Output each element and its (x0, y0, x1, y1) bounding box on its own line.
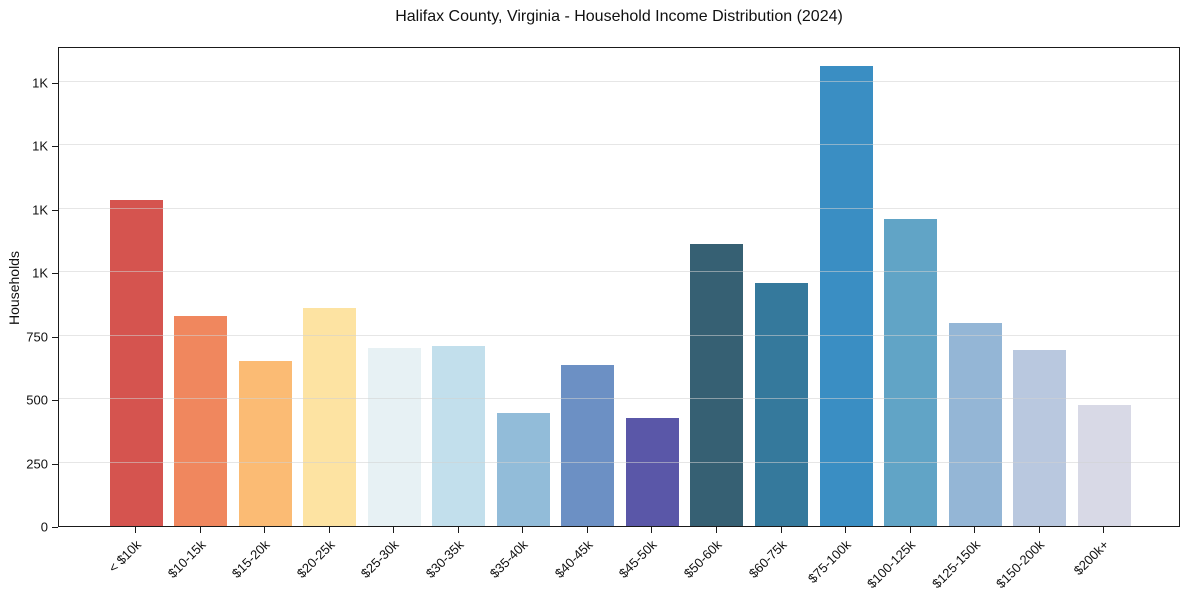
chart-title: Halifax County, Virginia - Household Inc… (395, 8, 843, 25)
bar-$20-25k (303, 307, 357, 526)
x-tick-mark (457, 527, 459, 533)
x-tick-label: $35-40k (487, 537, 531, 581)
x-tick-label: $150-200k (993, 537, 1048, 590)
y-tick-label: 1K (32, 202, 48, 218)
bar-$60-75k (755, 283, 808, 526)
bar-$10-15k (174, 316, 228, 526)
bar-$35-40k (496, 412, 550, 526)
y-axis-label: Households (6, 251, 22, 325)
x-tick-label: $10-15k (164, 537, 209, 581)
x-tick-label: $50-60k (680, 537, 725, 581)
x-tick-mark (974, 527, 976, 533)
x-tick-label: $100-125k (864, 537, 919, 590)
y-tick-mark (52, 527, 58, 528)
y-tick-label: 500 (26, 392, 48, 408)
y-tick-mark (52, 273, 58, 275)
x-tick-mark (651, 527, 653, 533)
y-tick-label: 1K (32, 138, 48, 154)
x-tick-label: $15-20k (228, 537, 273, 581)
bar-$125-150k (948, 322, 1002, 526)
x-tick-mark (135, 527, 136, 533)
x-tick-mark (393, 527, 395, 533)
y-tick-mark (52, 336, 58, 338)
x-tick-mark (522, 527, 524, 533)
gridline (59, 271, 1179, 273)
bar-$25-30k (367, 348, 421, 526)
bar-$100-125k (884, 218, 938, 526)
x-tick-mark (1103, 527, 1105, 533)
x-tick-mark (264, 527, 266, 533)
x-tick-mark (715, 527, 717, 533)
y-tick-mark (52, 146, 58, 148)
y-tick-label: 1K (32, 75, 48, 91)
bar-$75-100k (819, 66, 873, 526)
y-tick-label: 250 (26, 456, 48, 471)
y-tick-label: 0 (40, 519, 48, 535)
x-tick-mark (780, 527, 782, 533)
x-tick-label: $40-45k (551, 537, 596, 581)
bar-$50-60k (690, 244, 744, 526)
x-tick-mark (586, 527, 588, 533)
x-tick-mark (199, 527, 201, 533)
bar-$45-50k (625, 418, 679, 526)
x-tick-label: $75-100k (804, 537, 854, 586)
y-tick-mark (52, 82, 58, 84)
x-tick-label: $60-75k (745, 537, 790, 581)
gridline (59, 207, 1179, 209)
y-tick-label: 1K (32, 265, 48, 281)
gridline (59, 144, 1179, 146)
bar-$150-200k (1013, 349, 1067, 526)
y-tick-mark (52, 400, 58, 402)
bar-$15-20k (238, 360, 292, 526)
x-tick-label: $20-25k (293, 537, 338, 581)
x-tick-label: $25-30k (357, 537, 402, 581)
x-tick-label: $45-50k (616, 537, 661, 581)
bar-$30-35k (432, 345, 486, 526)
gridline (59, 80, 1179, 82)
x-tick-mark (328, 527, 330, 533)
x-tick-mark (845, 527, 847, 533)
x-tick-label: $30-35k (422, 537, 467, 581)
bar-$40-45k (561, 364, 615, 526)
y-tick-mark (52, 463, 58, 465)
x-tick-label: < $10k (105, 537, 144, 576)
plot-area (58, 47, 1180, 527)
bar-< $10k (109, 199, 163, 526)
y-tick-mark (52, 209, 58, 211)
bar-$200k+ (1077, 405, 1131, 526)
x-tick-label: $200k+ (1070, 537, 1112, 579)
x-tick-mark (909, 527, 911, 533)
y-tick-label: 750 (26, 329, 48, 345)
x-tick-label: $125-150k (928, 537, 983, 590)
x-tick-mark (1038, 527, 1040, 533)
